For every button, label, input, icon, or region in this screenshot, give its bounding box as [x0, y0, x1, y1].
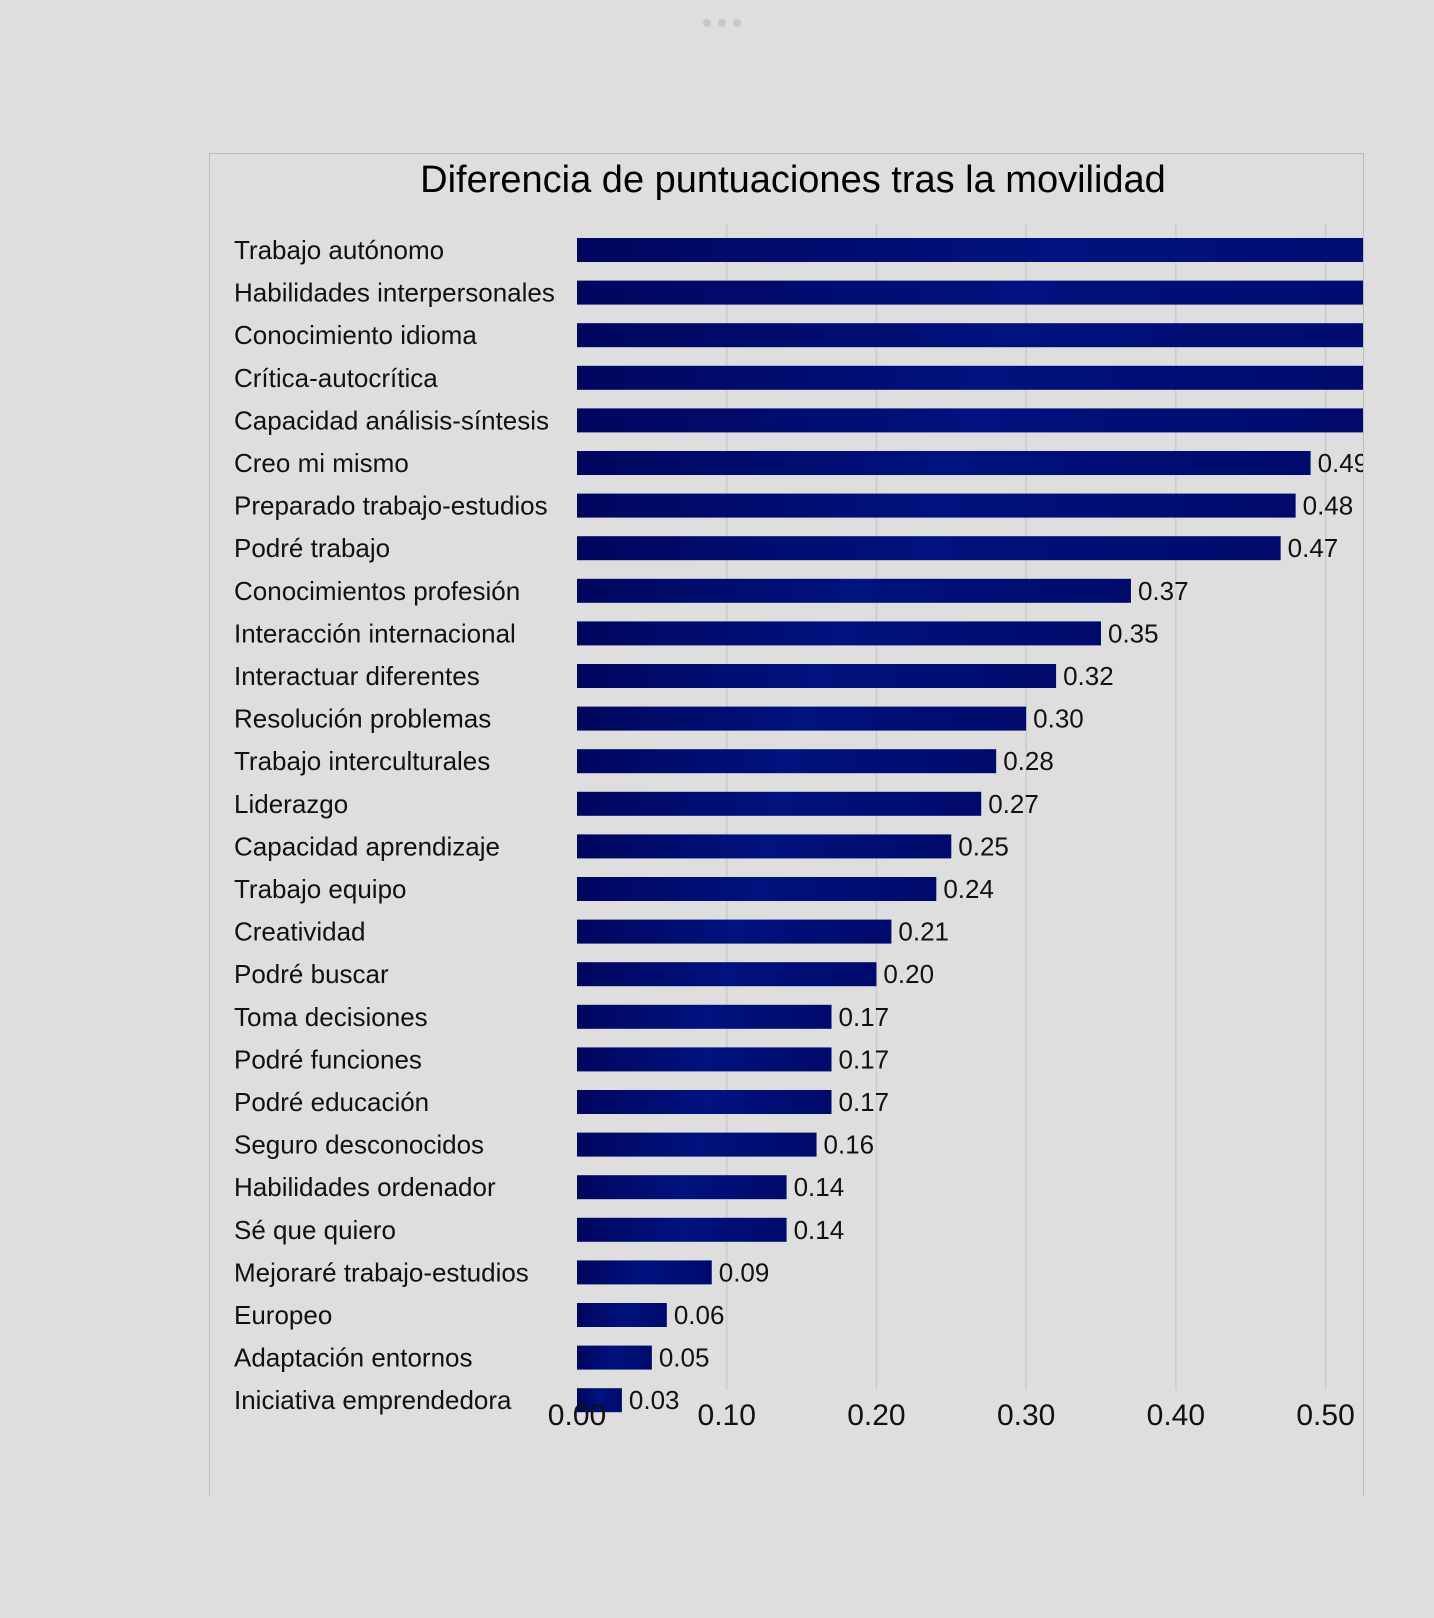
ellipsis-icon[interactable] — [703, 19, 741, 27]
x-tick-label: 0.40 — [1147, 1399, 1205, 1432]
category-label: Trabajo equipo — [234, 874, 407, 904]
data-label: 0.16 — [824, 1130, 875, 1160]
data-label: 0.25 — [958, 831, 1009, 861]
bar — [577, 1260, 712, 1285]
bar — [577, 919, 892, 944]
data-label: 0.28 — [1003, 746, 1054, 776]
category-label: Habilidades interpersonales — [234, 278, 555, 308]
category-label: Capacidad análisis-síntesis — [234, 405, 549, 435]
ellipsis-dot — [703, 19, 711, 27]
category-label: Resolución problemas — [234, 704, 491, 734]
bar — [577, 1303, 667, 1327]
data-label: 0.14 — [794, 1172, 845, 1202]
bar — [577, 1004, 832, 1029]
bar — [577, 1175, 787, 1200]
data-label: 0.35 — [1108, 618, 1159, 648]
data-label: 0.20 — [883, 959, 934, 989]
bar — [577, 791, 982, 816]
category-label: Crítica-autocrítica — [234, 363, 438, 393]
chart-area: Diferencia de puntuaciones tras la movil… — [209, 153, 1364, 1496]
bar — [577, 877, 937, 901]
category-label: Europeo — [234, 1300, 332, 1330]
category-label: Sé que quiero — [234, 1215, 396, 1245]
data-label: 0.03 — [629, 1385, 680, 1415]
data-label: 0.30 — [1033, 704, 1084, 734]
category-label: Preparado trabajo-estudios — [234, 491, 548, 521]
bar — [577, 280, 1363, 305]
category-label: Trabajo autónomo — [234, 235, 444, 265]
bar — [577, 238, 1363, 262]
category-label: Toma decisiones — [234, 1002, 428, 1032]
category-label: Capacidad aprendizaje — [234, 831, 500, 861]
category-label: Interactuar diferentes — [234, 661, 480, 691]
bar — [577, 962, 877, 987]
data-label: 0.37 — [1138, 576, 1189, 606]
bar — [577, 664, 1057, 688]
category-label: Podré educación — [234, 1087, 429, 1117]
bar — [577, 1217, 787, 1242]
data-label: 0.14 — [794, 1215, 845, 1245]
chart-title: Diferencia de puntuaciones tras la movil… — [420, 159, 1166, 201]
data-label: 0.49 — [1318, 448, 1363, 478]
data-label: 0.21 — [898, 917, 949, 947]
data-label: 0.48 — [1303, 491, 1354, 521]
category-label: Seguro desconocidos — [234, 1130, 484, 1160]
data-label: 0.05 — [659, 1343, 710, 1373]
x-tick-label: 0.00 — [548, 1399, 606, 1432]
category-label: Iniciativa emprendedora — [234, 1385, 512, 1415]
x-tick-label: 0.30 — [997, 1399, 1055, 1432]
category-label: Trabajo interculturales — [234, 746, 490, 776]
category-label: Interacción internacional — [234, 618, 516, 648]
bar — [577, 1090, 832, 1114]
bar-chart: Diferencia de puntuaciones tras la movil… — [234, 159, 1363, 1432]
bar — [577, 323, 1363, 348]
category-label: Liderazgo — [234, 789, 348, 819]
bar — [577, 834, 952, 859]
x-tick-label: 0.10 — [698, 1399, 756, 1432]
data-label: 0.27 — [988, 789, 1039, 819]
bar — [577, 536, 1281, 561]
data-label: 0.17 — [839, 1087, 890, 1117]
ellipsis-dot — [718, 19, 726, 27]
data-label: 0.17 — [839, 1044, 890, 1074]
data-label: 0.32 — [1063, 661, 1114, 691]
category-label: Creatividad — [234, 917, 366, 947]
bar — [577, 493, 1296, 518]
bar — [577, 621, 1101, 646]
data-label: 0.24 — [943, 874, 994, 904]
category-label: Mejoraré trabajo-estudios — [234, 1257, 529, 1287]
category-label: Conocimientos profesión — [234, 576, 520, 606]
category-label: Podré buscar — [234, 959, 389, 989]
bar — [577, 451, 1311, 475]
x-tick-label: 0.50 — [1296, 1399, 1354, 1432]
category-label: Podré trabajo — [234, 533, 390, 563]
bar — [577, 408, 1363, 433]
bar — [577, 706, 1027, 731]
ellipsis-dot — [733, 19, 741, 27]
bar — [577, 365, 1363, 390]
data-label: 0.09 — [719, 1257, 770, 1287]
bar — [577, 749, 997, 774]
category-label: Habilidades ordenador — [234, 1172, 496, 1202]
data-label: 0.17 — [839, 1002, 890, 1032]
bar — [577, 1388, 622, 1413]
x-tick-label: 0.20 — [847, 1399, 905, 1432]
bar — [577, 1345, 652, 1370]
bar — [577, 1047, 832, 1072]
data-label: 0.06 — [674, 1300, 725, 1330]
bar — [577, 1132, 817, 1157]
category-label: Creo mi mismo — [234, 448, 409, 478]
category-label: Adaptación entornos — [234, 1343, 473, 1373]
category-label: Conocimiento idioma — [234, 320, 477, 350]
bar — [577, 578, 1131, 603]
category-label: Podré funciones — [234, 1044, 422, 1074]
data-label: 0.47 — [1288, 533, 1339, 563]
